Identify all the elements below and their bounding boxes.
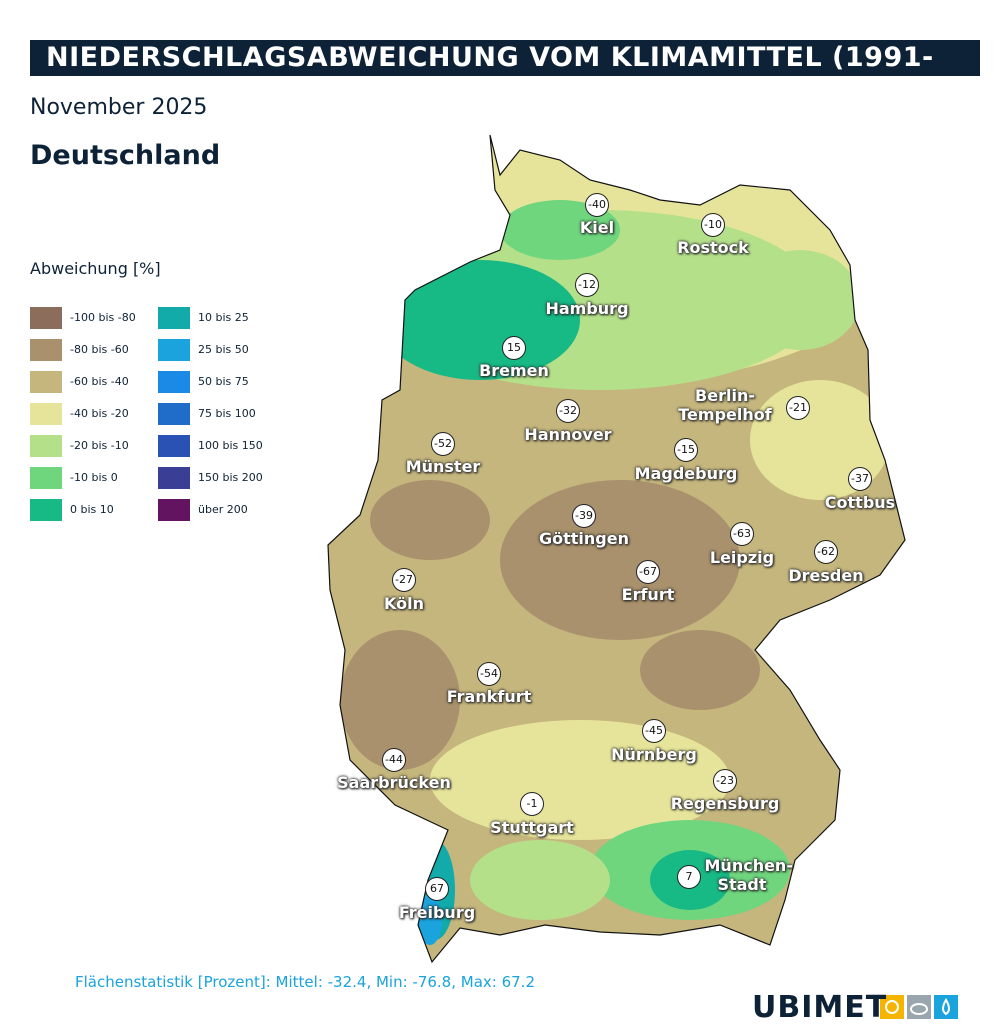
city-value: -37 bbox=[848, 467, 872, 491]
legend-swatch bbox=[158, 339, 190, 361]
city-value: -54 bbox=[477, 662, 501, 686]
legend-swatch bbox=[30, 499, 62, 521]
city-name: Leipzig bbox=[709, 548, 775, 567]
legend-swatch bbox=[30, 371, 62, 393]
statistics: Flächenstatistik [Prozent]: Mittel: -32.… bbox=[75, 973, 535, 991]
legend-label: -10 bis 0 bbox=[70, 471, 118, 484]
city-name: Hamburg bbox=[545, 299, 629, 318]
city-name: Münster bbox=[405, 457, 481, 476]
city-name: Saarbrücken bbox=[337, 773, 451, 792]
city-value: -52 bbox=[431, 432, 455, 456]
city-name: Frankfurt bbox=[446, 687, 532, 706]
legend-swatch bbox=[30, 435, 62, 457]
city-value: -15 bbox=[674, 438, 698, 462]
city-value: -1 bbox=[520, 792, 544, 816]
legend-label: -40 bis -20 bbox=[70, 407, 129, 420]
city-value: 15 bbox=[502, 336, 526, 360]
legend-title: Abweichung [%] bbox=[30, 259, 161, 278]
legend-swatch bbox=[158, 499, 190, 521]
city-value: -40 bbox=[585, 193, 609, 217]
legend-swatch bbox=[158, 371, 190, 393]
legend-label: -60 bis -40 bbox=[70, 375, 129, 388]
legend-swatch bbox=[30, 403, 62, 425]
city-value: -27 bbox=[392, 568, 416, 592]
city-name: Magdeburg bbox=[634, 464, 738, 483]
legend-label: 0 bis 10 bbox=[70, 503, 114, 516]
city-value: -23 bbox=[713, 769, 737, 793]
city-value: -32 bbox=[556, 399, 580, 423]
legend-label: 150 bis 200 bbox=[198, 471, 263, 484]
city-name: Freiburg bbox=[398, 903, 476, 922]
legend-label: 10 bis 25 bbox=[198, 311, 249, 324]
city-name: Stuttgart bbox=[490, 818, 574, 837]
region: Deutschland bbox=[30, 140, 221, 171]
legend-label: über 200 bbox=[198, 503, 248, 516]
city-value: -44 bbox=[382, 748, 406, 772]
legend-label: 75 bis 100 bbox=[198, 407, 256, 420]
city-value: -12 bbox=[575, 273, 599, 297]
city-value: -45 bbox=[642, 719, 666, 743]
city-value: -21 bbox=[786, 396, 810, 420]
legend-swatch bbox=[30, 339, 62, 361]
legend-label: 25 bis 50 bbox=[198, 343, 249, 356]
city-name: Bremen bbox=[479, 361, 549, 380]
city-value: 7 bbox=[677, 865, 701, 889]
city-name: Regensburg bbox=[670, 794, 780, 813]
legend-label: -80 bis -60 bbox=[70, 343, 129, 356]
city-name: Kiel bbox=[579, 218, 615, 237]
period: November 2025 bbox=[30, 95, 208, 120]
legend-swatch bbox=[158, 435, 190, 457]
city-name: Berlin-Tempelhof bbox=[678, 386, 772, 424]
city-name: Rostock bbox=[677, 238, 749, 257]
logo-icons bbox=[880, 995, 958, 1019]
city-value: -67 bbox=[636, 560, 660, 584]
city-name: Dresden bbox=[788, 566, 864, 585]
city-name: Erfurt bbox=[621, 585, 675, 604]
legend-label: 50 bis 75 bbox=[198, 375, 249, 388]
city-name: Göttingen bbox=[539, 529, 629, 548]
legend-label: 100 bis 150 bbox=[198, 439, 263, 452]
city-value: -62 bbox=[814, 540, 838, 564]
city-value: 67 bbox=[425, 877, 449, 901]
legend-swatch bbox=[158, 403, 190, 425]
legend-swatch bbox=[158, 307, 190, 329]
title: NIEDERSCHLAGSABWEICHUNG VOM KLIMAMITTEL … bbox=[30, 40, 980, 109]
city-name: Nürnberg bbox=[611, 745, 697, 764]
city-name: Köln bbox=[384, 594, 424, 613]
legend-label: -100 bis -80 bbox=[70, 311, 136, 324]
legend-label: -20 bis -10 bbox=[70, 439, 129, 452]
city-value: -39 bbox=[572, 504, 596, 528]
brand: UBIMET bbox=[752, 990, 888, 1025]
city-name: München-Stadt bbox=[704, 856, 793, 894]
city-value: -10 bbox=[701, 213, 725, 237]
legend-swatch bbox=[158, 467, 190, 489]
legend-swatch bbox=[30, 467, 62, 489]
city-value: -63 bbox=[730, 522, 754, 546]
city-name: Hannover bbox=[524, 425, 612, 444]
legend-swatch bbox=[30, 307, 62, 329]
city-name: Cottbus bbox=[824, 493, 896, 512]
